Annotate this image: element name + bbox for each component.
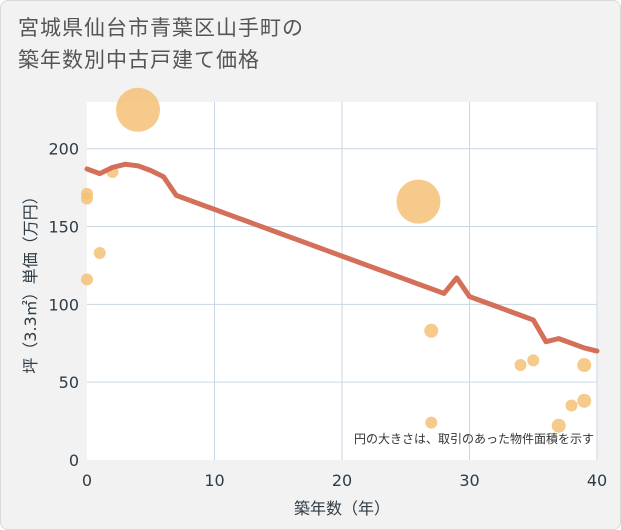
bubble-point — [93, 246, 106, 259]
bubble-point — [425, 416, 438, 429]
bubble-series — [81, 87, 592, 433]
axis-ticks: 0 10 20 30 40 0 50 100 150 200 — [48, 140, 607, 490]
chart-title-line-1: 宮城県仙台市青葉区山手町の — [18, 16, 304, 40]
y-tick-label: 50 — [59, 373, 79, 392]
bubble-size-note: 円の大きさは、取引のあった物件面積を示す — [354, 431, 594, 446]
bubble-point — [116, 87, 160, 132]
bubble-point — [565, 399, 578, 412]
y-tick-label: 150 — [48, 218, 79, 237]
y-tick-label: 100 — [48, 295, 79, 314]
bubble-point — [81, 273, 93, 286]
bubble-point — [577, 358, 592, 373]
x-tick-label: 10 — [204, 471, 224, 490]
y-axis-label: 坪（3.3㎡）単価（万円） — [21, 188, 40, 373]
bubble-point — [514, 359, 527, 372]
x-tick-label: 20 — [332, 471, 352, 490]
y-tick-label: 0 — [69, 451, 79, 470]
x-axis-label: 築年数（年） — [294, 499, 390, 518]
grid-lines — [87, 102, 598, 460]
bubble-point — [81, 192, 93, 205]
bubble-point — [396, 179, 441, 224]
y-tick-label: 200 — [48, 140, 79, 159]
bubble-point — [577, 393, 592, 408]
trend-line — [84, 161, 600, 354]
bubble-point — [527, 354, 540, 367]
trend-line-series — [84, 161, 600, 354]
bubble-point — [424, 323, 439, 338]
x-tick-label: 30 — [459, 471, 479, 490]
chart-title-line-2: 築年数別中古戸建て価格 — [18, 48, 260, 72]
bubble-point — [551, 418, 566, 433]
chart-title: 宮城県仙台市青葉区山手町の 築年数別中古戸建て価格 — [18, 12, 304, 76]
x-tick-label: 40 — [587, 471, 607, 490]
x-tick-label: 0 — [82, 471, 92, 490]
